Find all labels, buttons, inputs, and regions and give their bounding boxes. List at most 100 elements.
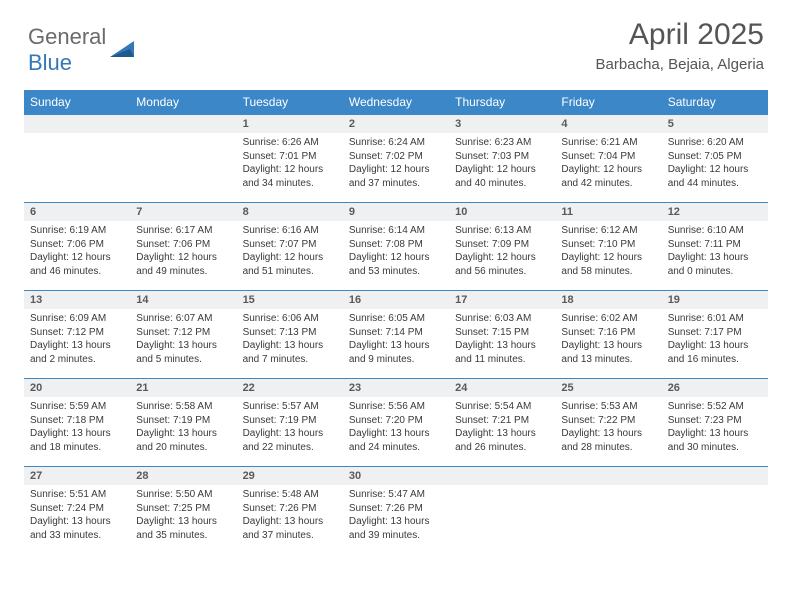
calendar-day-cell: 14Sunrise: 6:07 AMSunset: 7:12 PMDayligh…	[130, 290, 236, 378]
day-number: 20	[24, 378, 130, 397]
calendar-day-cell	[130, 114, 236, 202]
day-body: Sunrise: 6:05 AMSunset: 7:14 PMDaylight:…	[343, 309, 449, 369]
day-number: 26	[662, 378, 768, 397]
day-number: 28	[130, 466, 236, 485]
calendar-table: SundayMondayTuesdayWednesdayThursdayFrid…	[24, 90, 768, 554]
calendar-day-cell: 16Sunrise: 6:05 AMSunset: 7:14 PMDayligh…	[343, 290, 449, 378]
day-body: Sunrise: 5:58 AMSunset: 7:19 PMDaylight:…	[130, 397, 236, 457]
logo-text-a: General	[28, 24, 106, 49]
calendar-week-row: 1Sunrise: 6:26 AMSunset: 7:01 PMDaylight…	[24, 114, 768, 202]
day-number: 13	[24, 290, 130, 309]
calendar-day-cell: 11Sunrise: 6:12 AMSunset: 7:10 PMDayligh…	[555, 202, 661, 290]
day-body: Sunrise: 5:54 AMSunset: 7:21 PMDaylight:…	[449, 397, 555, 457]
calendar-day-cell: 19Sunrise: 6:01 AMSunset: 7:17 PMDayligh…	[662, 290, 768, 378]
day-body: Sunrise: 6:17 AMSunset: 7:06 PMDaylight:…	[130, 221, 236, 281]
calendar-day-cell	[662, 466, 768, 554]
logo-text-b: Blue	[28, 50, 72, 75]
weekday-header: Thursday	[449, 90, 555, 114]
day-number: 5	[662, 114, 768, 133]
day-number: 9	[343, 202, 449, 221]
day-body: Sunrise: 5:51 AMSunset: 7:24 PMDaylight:…	[24, 485, 130, 545]
day-number: 15	[237, 290, 343, 309]
day-body: Sunrise: 6:21 AMSunset: 7:04 PMDaylight:…	[555, 133, 661, 193]
calendar-day-cell: 7Sunrise: 6:17 AMSunset: 7:06 PMDaylight…	[130, 202, 236, 290]
calendar-day-cell: 6Sunrise: 6:19 AMSunset: 7:06 PMDaylight…	[24, 202, 130, 290]
location-label: Barbacha, Bejaia, Algeria	[596, 56, 764, 73]
day-body: Sunrise: 5:52 AMSunset: 7:23 PMDaylight:…	[662, 397, 768, 457]
calendar-week-row: 20Sunrise: 5:59 AMSunset: 7:18 PMDayligh…	[24, 378, 768, 466]
day-number: 29	[237, 466, 343, 485]
logo-text: General Blue	[28, 24, 106, 76]
day-body: Sunrise: 5:59 AMSunset: 7:18 PMDaylight:…	[24, 397, 130, 457]
day-body: Sunrise: 6:03 AMSunset: 7:15 PMDaylight:…	[449, 309, 555, 369]
calendar-day-cell: 26Sunrise: 5:52 AMSunset: 7:23 PMDayligh…	[662, 378, 768, 466]
day-number: 11	[555, 202, 661, 221]
weekday-header: Saturday	[662, 90, 768, 114]
day-number	[662, 466, 768, 485]
day-number: 25	[555, 378, 661, 397]
calendar-day-cell: 12Sunrise: 6:10 AMSunset: 7:11 PMDayligh…	[662, 202, 768, 290]
day-number	[555, 466, 661, 485]
day-body: Sunrise: 6:20 AMSunset: 7:05 PMDaylight:…	[662, 133, 768, 193]
day-number	[24, 114, 130, 133]
day-body: Sunrise: 5:56 AMSunset: 7:20 PMDaylight:…	[343, 397, 449, 457]
day-number	[449, 466, 555, 485]
day-body	[449, 485, 555, 491]
day-body: Sunrise: 5:50 AMSunset: 7:25 PMDaylight:…	[130, 485, 236, 545]
calendar-day-cell: 29Sunrise: 5:48 AMSunset: 7:26 PMDayligh…	[237, 466, 343, 554]
day-number: 2	[343, 114, 449, 133]
calendar-day-cell: 17Sunrise: 6:03 AMSunset: 7:15 PMDayligh…	[449, 290, 555, 378]
calendar-day-cell: 13Sunrise: 6:09 AMSunset: 7:12 PMDayligh…	[24, 290, 130, 378]
day-body: Sunrise: 6:09 AMSunset: 7:12 PMDaylight:…	[24, 309, 130, 369]
calendar-day-cell: 30Sunrise: 5:47 AMSunset: 7:26 PMDayligh…	[343, 466, 449, 554]
day-body: Sunrise: 5:48 AMSunset: 7:26 PMDaylight:…	[237, 485, 343, 545]
calendar-day-cell: 5Sunrise: 6:20 AMSunset: 7:05 PMDaylight…	[662, 114, 768, 202]
day-number: 3	[449, 114, 555, 133]
day-number: 21	[130, 378, 236, 397]
day-body	[555, 485, 661, 491]
calendar-day-cell: 1Sunrise: 6:26 AMSunset: 7:01 PMDaylight…	[237, 114, 343, 202]
day-body	[130, 133, 236, 139]
calendar-week-row: 13Sunrise: 6:09 AMSunset: 7:12 PMDayligh…	[24, 290, 768, 378]
calendar-day-cell: 3Sunrise: 6:23 AMSunset: 7:03 PMDaylight…	[449, 114, 555, 202]
calendar-day-cell	[449, 466, 555, 554]
calendar-day-cell: 10Sunrise: 6:13 AMSunset: 7:09 PMDayligh…	[449, 202, 555, 290]
day-body: Sunrise: 5:57 AMSunset: 7:19 PMDaylight:…	[237, 397, 343, 457]
day-number: 14	[130, 290, 236, 309]
day-body: Sunrise: 6:26 AMSunset: 7:01 PMDaylight:…	[237, 133, 343, 193]
calendar-week-row: 6Sunrise: 6:19 AMSunset: 7:06 PMDaylight…	[24, 202, 768, 290]
calendar-day-cell: 4Sunrise: 6:21 AMSunset: 7:04 PMDaylight…	[555, 114, 661, 202]
calendar-day-cell: 27Sunrise: 5:51 AMSunset: 7:24 PMDayligh…	[24, 466, 130, 554]
day-body: Sunrise: 6:16 AMSunset: 7:07 PMDaylight:…	[237, 221, 343, 281]
calendar-day-cell: 2Sunrise: 6:24 AMSunset: 7:02 PMDaylight…	[343, 114, 449, 202]
calendar-day-cell	[24, 114, 130, 202]
day-body	[662, 485, 768, 491]
calendar-day-cell: 9Sunrise: 6:14 AMSunset: 7:08 PMDaylight…	[343, 202, 449, 290]
day-body: Sunrise: 6:24 AMSunset: 7:02 PMDaylight:…	[343, 133, 449, 193]
day-number: 27	[24, 466, 130, 485]
calendar-day-cell: 18Sunrise: 6:02 AMSunset: 7:16 PMDayligh…	[555, 290, 661, 378]
weekday-header: Tuesday	[237, 90, 343, 114]
day-body: Sunrise: 6:19 AMSunset: 7:06 PMDaylight:…	[24, 221, 130, 281]
day-number: 22	[237, 378, 343, 397]
day-number: 23	[343, 378, 449, 397]
day-body: Sunrise: 6:23 AMSunset: 7:03 PMDaylight:…	[449, 133, 555, 193]
weekday-header: Friday	[555, 90, 661, 114]
title-block: April 2025 Barbacha, Bejaia, Algeria	[596, 18, 764, 73]
day-number: 7	[130, 202, 236, 221]
weekday-header: Wednesday	[343, 90, 449, 114]
calendar-day-cell: 22Sunrise: 5:57 AMSunset: 7:19 PMDayligh…	[237, 378, 343, 466]
day-number: 19	[662, 290, 768, 309]
day-body: Sunrise: 6:13 AMSunset: 7:09 PMDaylight:…	[449, 221, 555, 281]
day-body: Sunrise: 5:47 AMSunset: 7:26 PMDaylight:…	[343, 485, 449, 545]
calendar-day-cell: 20Sunrise: 5:59 AMSunset: 7:18 PMDayligh…	[24, 378, 130, 466]
day-number: 12	[662, 202, 768, 221]
calendar-day-cell: 21Sunrise: 5:58 AMSunset: 7:19 PMDayligh…	[130, 378, 236, 466]
calendar-day-cell: 8Sunrise: 6:16 AMSunset: 7:07 PMDaylight…	[237, 202, 343, 290]
calendar-day-cell	[555, 466, 661, 554]
logo: General Blue	[28, 18, 136, 76]
day-body: Sunrise: 6:12 AMSunset: 7:10 PMDaylight:…	[555, 221, 661, 281]
day-body: Sunrise: 6:01 AMSunset: 7:17 PMDaylight:…	[662, 309, 768, 369]
day-number: 18	[555, 290, 661, 309]
day-number: 17	[449, 290, 555, 309]
